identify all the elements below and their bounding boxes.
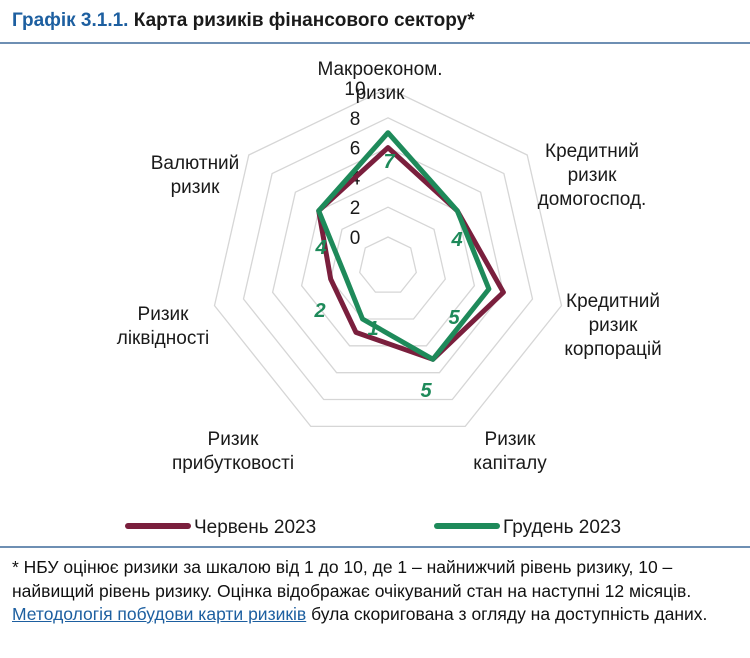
legend: Червень 2023 Грудень 2023 (125, 517, 621, 538)
axis-label-line: Ризик (138, 304, 190, 325)
chart-title-text: Карта ризиків фінансового сектору* (133, 10, 475, 31)
data-label: 2 (313, 300, 325, 322)
tick-label: 10 (344, 79, 365, 100)
axis-label-line: домогоспод. (538, 189, 647, 210)
axis-label: Кредитний ризик корпорацій (564, 291, 661, 360)
axis-label: Ризик прибутковості (172, 429, 294, 474)
axis-label-line: прибутковості (172, 453, 294, 474)
footnote: * НБУ оцінює ризики за шкалою від 1 до 1… (12, 556, 740, 627)
axis-label-line: Макроеконом. (317, 59, 442, 80)
axis-label-line: ризик (171, 177, 221, 198)
grid-ring (213, 87, 563, 428)
axis-label-line: Ризик (485, 429, 537, 450)
methodology-link[interactable]: Методологія побудови карти ризиків (12, 604, 307, 624)
tick-label: 8 (350, 109, 361, 130)
axis-label-line: Кредитний (545, 141, 639, 162)
axis-label-line: Кредитний (566, 291, 660, 312)
data-label: 5 (420, 380, 432, 402)
grid-ring (271, 146, 505, 374)
radar-chart: Макроеконом. ризик Кредитний ризик домогоспо… (117, 59, 662, 538)
axis-label: Макроеконом. ризик (317, 59, 442, 104)
radar-grid (213, 87, 563, 428)
data-label: 5 (448, 307, 460, 329)
data-label: 7 (383, 151, 395, 173)
axis-label-line: Валютний (151, 153, 240, 174)
radar-series (316, 130, 506, 362)
data-label: 1 (367, 318, 378, 340)
footnote-text-end: була скоригована з огляду на доступність… (306, 604, 708, 624)
series-line-december-2023 (316, 130, 492, 362)
value-labels: 7 4 5 5 1 2 4 (313, 151, 462, 402)
axis-label-line: корпорацій (564, 339, 661, 360)
chart-number: Графік 3.1.1. (12, 10, 129, 31)
axis-labels: Макроеконом. ризик Кредитний ризик домогоспо… (117, 59, 662, 474)
bottom-divider (0, 546, 750, 548)
axis-label: Ризик ліквідності (117, 304, 210, 349)
axis-label-line: ліквідності (117, 328, 210, 349)
grid-ring (329, 206, 447, 320)
axis-label: Ризик капіталу (473, 429, 547, 474)
data-label: 4 (450, 229, 462, 251)
axis-label-line: ризик (589, 315, 639, 336)
top-divider (0, 42, 750, 44)
axis-label-line: ризик (356, 83, 406, 104)
grid-ring (358, 236, 418, 293)
axis-label-line: Ризик (208, 429, 260, 450)
data-label: 4 (314, 237, 326, 259)
tick-label: 2 (350, 198, 361, 219)
legend-label: Грудень 2023 (503, 517, 621, 538)
legend-label: Червень 2023 (194, 517, 316, 538)
chart-title: Графік 3.1.1. Карта ризиків фінансового … (12, 10, 475, 32)
tick-label: 6 (350, 139, 361, 160)
axis-label-line: капіталу (473, 453, 547, 474)
axis-label-line: ризик (568, 165, 618, 186)
axis-label: Валютний ризик (151, 153, 240, 198)
grid-ring (242, 117, 534, 401)
axis-label: Кредитний ризик домогоспод. (538, 141, 647, 210)
tick-label: 0 (350, 228, 361, 249)
footnote-text: * НБУ оцінює ризики за шкалою від 1 до 1… (12, 557, 692, 601)
